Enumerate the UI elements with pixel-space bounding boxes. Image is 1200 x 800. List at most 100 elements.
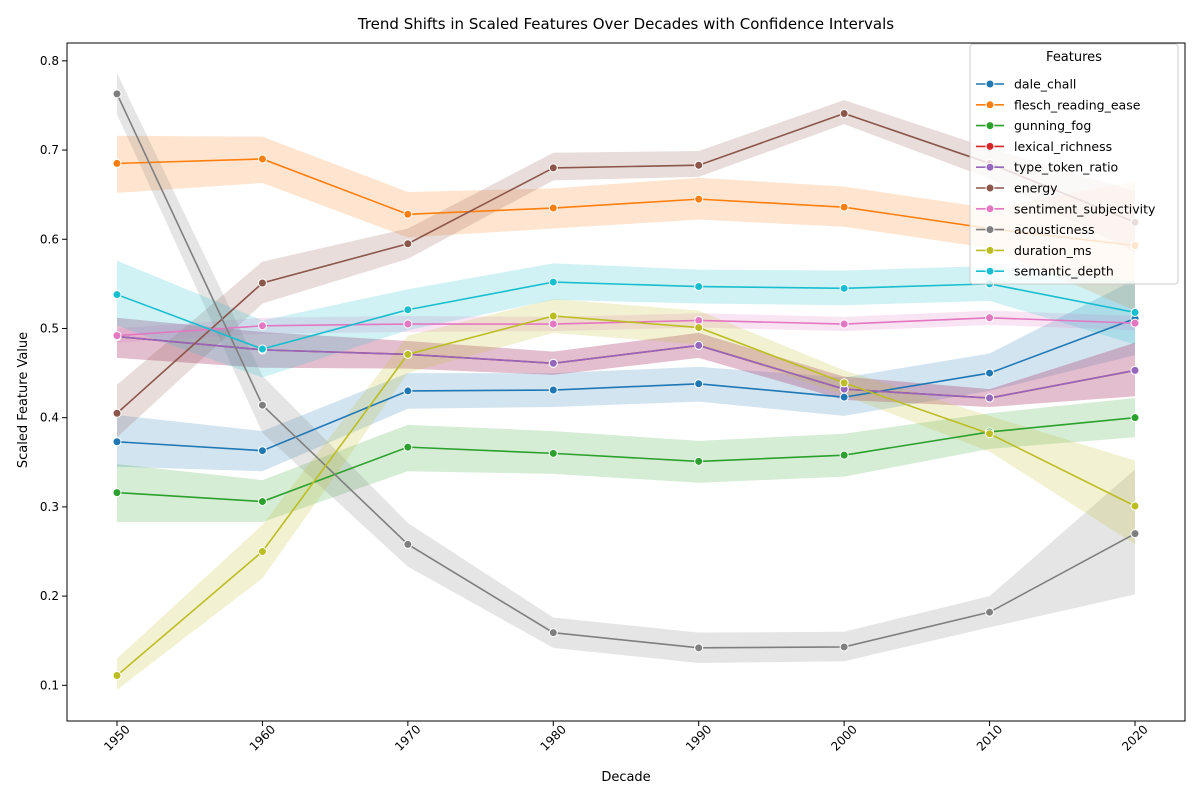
point-dale_chall-2010	[985, 368, 995, 378]
point-duration_ms-2000	[839, 378, 849, 388]
legend-label: duration_ms	[1014, 243, 1092, 258]
x-tick-label: 1990	[683, 722, 714, 753]
x-tick-label: 1950	[101, 722, 132, 753]
point-acousticness-1980	[548, 628, 558, 638]
point-duration_ms-1960	[257, 547, 267, 556]
point-semantic_depth-1950	[112, 290, 122, 300]
point-dale_chall-1970	[403, 386, 413, 396]
legend-swatch-marker	[985, 100, 995, 110]
point-flesch_reading_ease-2000	[839, 202, 849, 212]
point-gunning_fog-1990	[694, 456, 704, 466]
point-gunning_fog-1970	[403, 442, 413, 452]
point-sentiment_subjectivity-1980	[548, 319, 558, 329]
series-line-dale_chall	[116, 317, 1136, 452]
point-energy-1980	[548, 163, 558, 173]
point-sentiment_subjectivity-2010	[985, 313, 995, 323]
legend-box	[969, 43, 1179, 285]
point-acousticness-2020	[1130, 529, 1140, 539]
legend-swatch-marker	[985, 183, 995, 193]
series-line-duration_ms	[116, 315, 1136, 677]
x-tick-label: 1980	[538, 722, 569, 753]
legend-item-flesch_reading_ease: flesch_reading_ease	[976, 97, 1141, 112]
point-flesch_reading_ease-1990	[694, 194, 704, 204]
legend-item-type_token_ratio: type_token_ratio	[976, 160, 1118, 175]
point-duration_ms-1950	[112, 671, 122, 681]
confidence-band-sentiment_subjectivity	[117, 310, 1135, 343]
point-duration_ms-2010	[985, 429, 995, 439]
point-semantic_depth-1990	[694, 282, 704, 292]
point-sentiment_subjectivity-1970	[403, 319, 413, 329]
legend-swatch-marker	[985, 266, 995, 276]
legend-title: Features	[1046, 50, 1102, 65]
point-acousticness-2010	[985, 607, 995, 617]
y-tick-label: 0.2	[40, 589, 59, 603]
y-tick-label: 0.6	[40, 232, 59, 246]
point-energy-1970	[403, 239, 413, 249]
point-duration_ms-1990	[694, 323, 704, 333]
confidence-band-dale_chall	[117, 279, 1135, 472]
point-semantic_depth-2000	[839, 283, 849, 293]
point-sentiment_subjectivity-2020	[1130, 318, 1140, 328]
legend-swatch-marker	[985, 225, 995, 235]
point-gunning_fog-2020	[1130, 413, 1140, 423]
point-dale_chall-1980	[548, 385, 558, 395]
confidence-band-acousticness	[117, 73, 1135, 664]
y-tick-label: 0.4	[40, 411, 59, 425]
point-energy-1960	[257, 278, 267, 288]
point-gunning_fog-1950	[112, 488, 122, 498]
point-gunning_fog-2000	[839, 450, 849, 460]
point-gunning_fog-1980	[548, 448, 558, 458]
legend-item-dale_chall: dale_chall	[976, 77, 1076, 92]
x-tick-label: 1960	[247, 722, 278, 753]
confidence-band-semantic_depth	[117, 260, 1135, 378]
legend-label: dale_chall	[1014, 77, 1076, 92]
confidence-band-flesch_reading_ease	[117, 135, 1135, 311]
series-line-energy	[116, 112, 1136, 414]
confidence-bands	[117, 73, 1135, 690]
legend-label: semantic_depth	[1014, 264, 1114, 279]
legend-label: acousticness	[1014, 222, 1095, 237]
point-dale_chall-1960	[257, 446, 267, 456]
point-semantic_depth-1980	[548, 277, 558, 287]
point-flesch_reading_ease-1950	[112, 158, 122, 168]
legend-swatch-marker	[985, 162, 995, 172]
legend-swatch-marker	[985, 79, 995, 89]
y-tick-label: 0.3	[40, 500, 59, 514]
confidence-band-gunning_fog	[117, 398, 1135, 523]
legend-label: gunning_fog	[1014, 118, 1091, 133]
y-axis: 0.1 0.2 0.3 0.4 0.5 0.6 0.7 0.8	[40, 54, 67, 692]
plot-frame	[66, 42, 1186, 722]
legend-items: dale_chall flesch_reading_ease gunning_fog…	[976, 77, 1156, 279]
point-energy-1990	[694, 160, 704, 170]
point-duration_ms-1970	[403, 349, 413, 359]
point-flesch_reading_ease-1970	[403, 209, 413, 219]
y-tick-label: 0.5	[40, 321, 59, 335]
legend-item-gunning_fog: gunning_fog	[976, 118, 1091, 133]
x-axis: 1950 1960 1970 1980 1990 2000 2010 2020	[101, 721, 1151, 754]
series-line-gunning_fog	[116, 416, 1136, 503]
legend-label: type_token_ratio	[1014, 160, 1118, 175]
legend-label: flesch_reading_ease	[1014, 97, 1141, 112]
legend-item-energy: energy	[976, 181, 1058, 196]
x-tick-label: 1970	[392, 722, 423, 753]
point-type_token_ratio-2010	[985, 393, 995, 403]
point-gunning_fog-1960	[257, 497, 267, 507]
point-acousticness-1970	[403, 539, 413, 549]
series-lines	[116, 93, 1136, 677]
legend-swatch-marker	[985, 204, 995, 214]
point-semantic_depth-2020	[1130, 307, 1140, 317]
legend-item-lexical_richness: lexical_richness	[976, 139, 1112, 154]
series-line-semantic_depth	[116, 281, 1136, 350]
confidence-band-duration_ms	[117, 299, 1135, 690]
point-dale_chall-1950	[112, 437, 122, 447]
series-line-acousticness	[116, 93, 1136, 649]
point-dale_chall-2000	[839, 392, 849, 402]
y-tick-label: 0.7	[40, 143, 59, 157]
series-line-flesch_reading_ease	[116, 158, 1136, 247]
chart-title: Trend Shifts in Scaled Features Over Dec…	[357, 15, 894, 33]
legend-label: energy	[1014, 181, 1058, 196]
point-type_token_ratio-2020	[1130, 365, 1140, 375]
legend: Features dale_chall flesch_reading_easegu…	[969, 43, 1179, 285]
legend-item-semantic_depth: semantic_depth	[976, 264, 1114, 279]
point-sentiment_subjectivity-1950	[112, 331, 122, 341]
